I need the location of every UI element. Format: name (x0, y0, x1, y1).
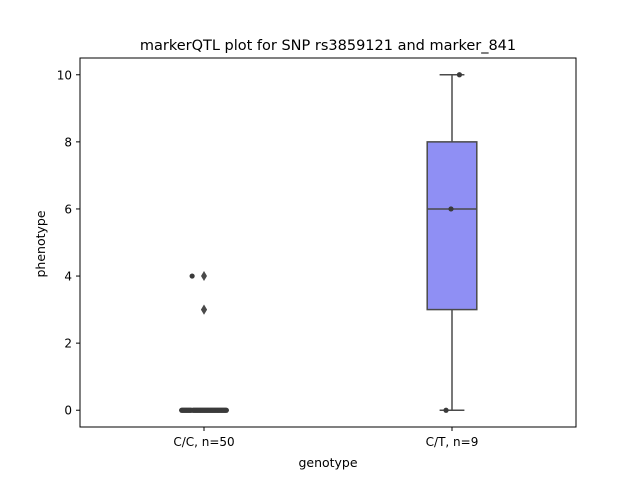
strip-point (443, 407, 449, 413)
strip-point (206, 407, 212, 413)
strip-point (192, 407, 198, 413)
strip-point (217, 407, 223, 413)
y-tick-label: 10 (57, 68, 72, 82)
x-axis-label: genotype (298, 455, 357, 470)
x-tick-label: C/C, n=50 (173, 435, 234, 449)
strip-point (199, 407, 206, 413)
y-tick-label: 2 (64, 337, 72, 351)
strip-point (210, 407, 216, 413)
plot-frame (79, 57, 577, 428)
strip-point (185, 407, 191, 413)
y-tick-label: 0 (64, 404, 72, 418)
y-axis-label: phenotype (33, 210, 48, 277)
strip-point (189, 273, 195, 279)
strip-point (181, 407, 188, 413)
strip-point (196, 407, 202, 413)
y-tick-label: 4 (64, 270, 72, 284)
strip-point (448, 206, 454, 212)
outlier-point (201, 271, 207, 282)
outlier-point (201, 304, 207, 315)
plot-area (179, 72, 478, 413)
box (426, 141, 478, 311)
y-tick-label: 6 (64, 202, 72, 216)
strip-point (220, 407, 227, 413)
x-tick-label: C/T, n=9 (426, 435, 479, 449)
chart-title: markerQTL plot for SNP rs3859121 and mar… (140, 38, 516, 54)
y-tick-label: 8 (64, 135, 72, 149)
strip-point (456, 72, 463, 78)
